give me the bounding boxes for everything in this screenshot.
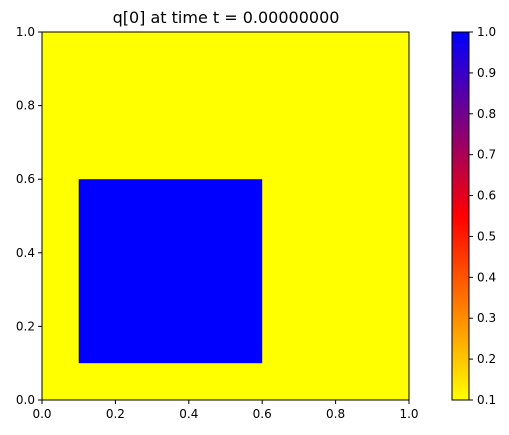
colorbar-tick-label: 0.8 <box>477 107 496 121</box>
colorbar-tick-label: 0.1 <box>477 393 496 407</box>
y-tick-label: 1.0 <box>16 25 35 39</box>
colorbar: 0.1 0.2 0.3 0.4 0.5 0.6 0.7 0.8 0.9 1.0 <box>451 25 496 407</box>
plot-area <box>41 31 410 401</box>
x-tick-label: 0.4 <box>179 407 198 421</box>
colorbar-tick-label: 0.9 <box>477 66 496 80</box>
colorbar-gradient <box>451 31 470 401</box>
colorbar-tick-label: 0.7 <box>477 148 496 162</box>
x-tick-label: 0.0 <box>32 407 51 421</box>
x-tick-label: 0.6 <box>253 407 272 421</box>
x-tick-label: 0.2 <box>106 407 125 421</box>
colorbar-tick-label: 0.6 <box>477 189 496 203</box>
heatmap-region <box>78 179 263 364</box>
colorbar-tick-label: 1.0 <box>477 25 496 39</box>
x-tick-label: 1.0 <box>399 407 418 421</box>
y-tick-label: 0.6 <box>16 172 35 186</box>
colorbar-tick-label: 0.3 <box>477 311 496 325</box>
x-axis: 0.0 0.2 0.4 0.6 0.8 1.0 <box>32 400 419 421</box>
colorbar-tick-label: 0.2 <box>477 352 496 366</box>
y-tick-label: 0.2 <box>16 319 35 333</box>
x-tick-label: 0.8 <box>326 407 345 421</box>
y-tick-label: 0.4 <box>16 246 35 260</box>
colorbar-tick-label: 0.4 <box>477 270 496 284</box>
y-tick-label: 0.0 <box>16 393 35 407</box>
y-axis: 0.0 0.2 0.4 0.6 0.8 1.0 <box>16 25 42 407</box>
colorbar-tick-label: 0.5 <box>477 229 496 243</box>
axes-frame <box>41 31 410 401</box>
y-tick-label: 0.8 <box>16 99 35 113</box>
chart-title: q[0] at time t = 0.00000000 <box>113 8 340 27</box>
